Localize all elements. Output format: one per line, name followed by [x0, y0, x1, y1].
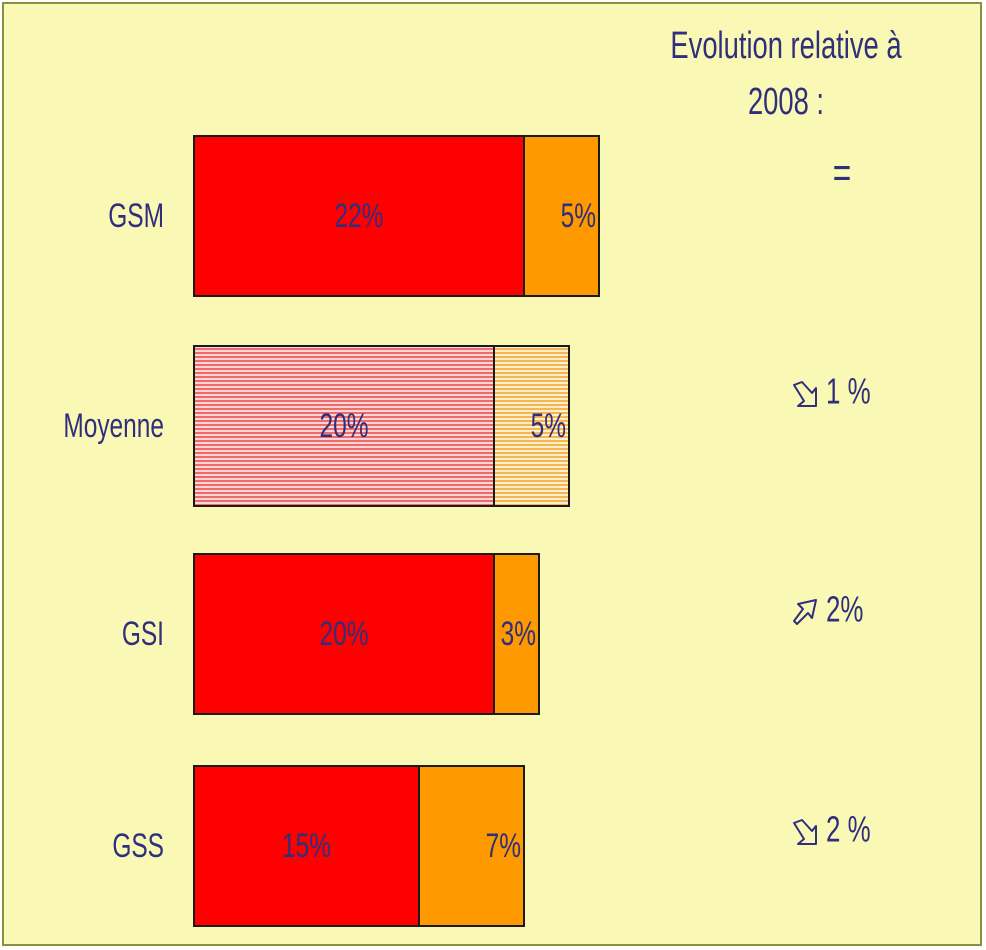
bar-gsm-segment-2 — [523, 135, 600, 297]
chart-svg: GSM 22% 5% Moyenne 20% 5% GSI 20% 3% GSS 15% 7% = 1 … — [63, 135, 871, 927]
evolution-title: Evolution relative à 2008 : — [670, 25, 902, 123]
bar-moyenne-segment-2 — [493, 345, 570, 507]
bar-label-gsm-segment-2: 5% — [561, 197, 596, 235]
bars-layer — [193, 135, 600, 927]
category-label-gsm: GSM — [108, 197, 164, 235]
bar-label-gsm-segment-1: 22% — [335, 197, 384, 235]
category-label-moyenne: Moyenne — [63, 407, 164, 445]
category-label-gsi: GSI — [122, 615, 164, 653]
bar-gss-segment-1 — [193, 765, 420, 927]
evolution-layer: = 1 % 2% 2 % — [793, 149, 871, 850]
bar-label-moyenne-segment-2: 5% — [531, 407, 566, 445]
evolution-text-gss: 2 % — [826, 809, 871, 849]
category-label-gss: GSS — [112, 827, 164, 865]
bar-gsi-segment-1 — [193, 553, 495, 715]
bar-gsi-segment-2 — [493, 553, 540, 715]
bar-label-gsi-segment-1: 20% — [320, 615, 369, 653]
arrow-down-right-icon — [793, 819, 817, 845]
bar-label-gss-segment-2: 7% — [486, 827, 521, 865]
evolution-text-moyenne: 1 % — [826, 371, 871, 411]
labels-layer: GSM 22% 5% Moyenne 20% 5% GSI 20% 3% GSS 15% 7% — [63, 197, 596, 865]
evolution-text-gsi: 2% — [826, 589, 863, 629]
bar-gss-segment-2 — [418, 765, 525, 927]
arrow-down-right-icon — [793, 381, 817, 407]
bar-gsm-segment-1 — [193, 135, 525, 297]
evolution-text-gsm: = — [833, 149, 852, 198]
bar-label-gss-segment-1: 15% — [282, 827, 331, 865]
arrow-up-right-icon — [793, 599, 817, 625]
bar-label-moyenne-segment-1: 20% — [320, 407, 369, 445]
bar-moyenne-segment-1 — [193, 345, 495, 507]
bar-label-gsi-segment-2: 3% — [501, 615, 536, 653]
